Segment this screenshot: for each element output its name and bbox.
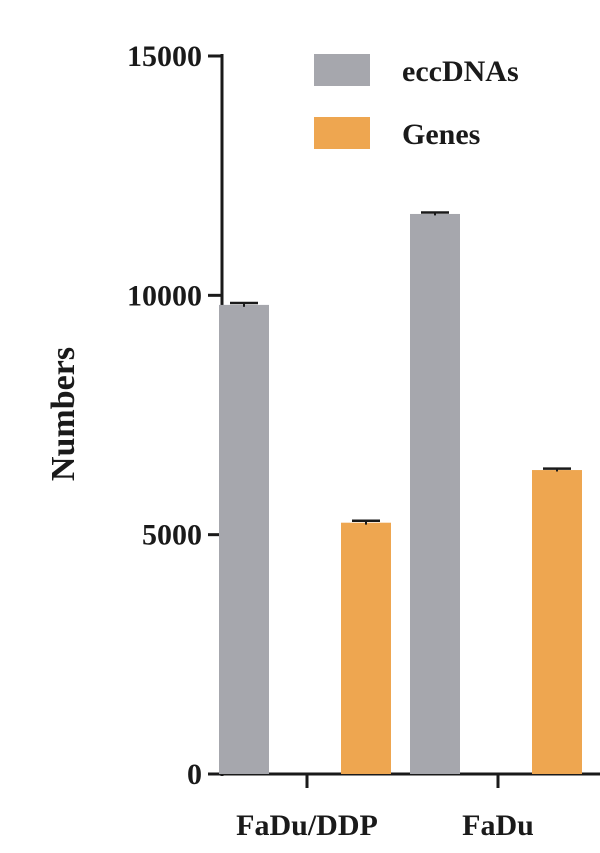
- y-tick-label: 10000: [127, 279, 202, 312]
- x-axis: FaDu/DDP FaDu: [221, 772, 600, 842]
- x-tick-label: FaDu: [462, 809, 534, 842]
- bar: [341, 522, 391, 774]
- legend-label: eccDNAs: [402, 55, 519, 88]
- bar: [410, 213, 460, 774]
- x-tick-label: FaDu/DDP: [236, 809, 378, 842]
- bar: [532, 470, 582, 774]
- bar: [219, 304, 269, 774]
- y-tick-label: 5000: [142, 519, 202, 552]
- y-axis-title: Numbers: [45, 347, 82, 481]
- legend: eccDNAs Genes: [314, 54, 519, 151]
- legend-label: Genes: [402, 118, 480, 151]
- legend-swatch: [314, 54, 370, 86]
- y-tick-label: 15000: [127, 40, 202, 73]
- bars: [219, 211, 582, 774]
- legend-swatch: [314, 117, 370, 149]
- y-tick-label: 0: [187, 758, 202, 791]
- y-axis: 0 5000 10000 15000: [127, 40, 224, 791]
